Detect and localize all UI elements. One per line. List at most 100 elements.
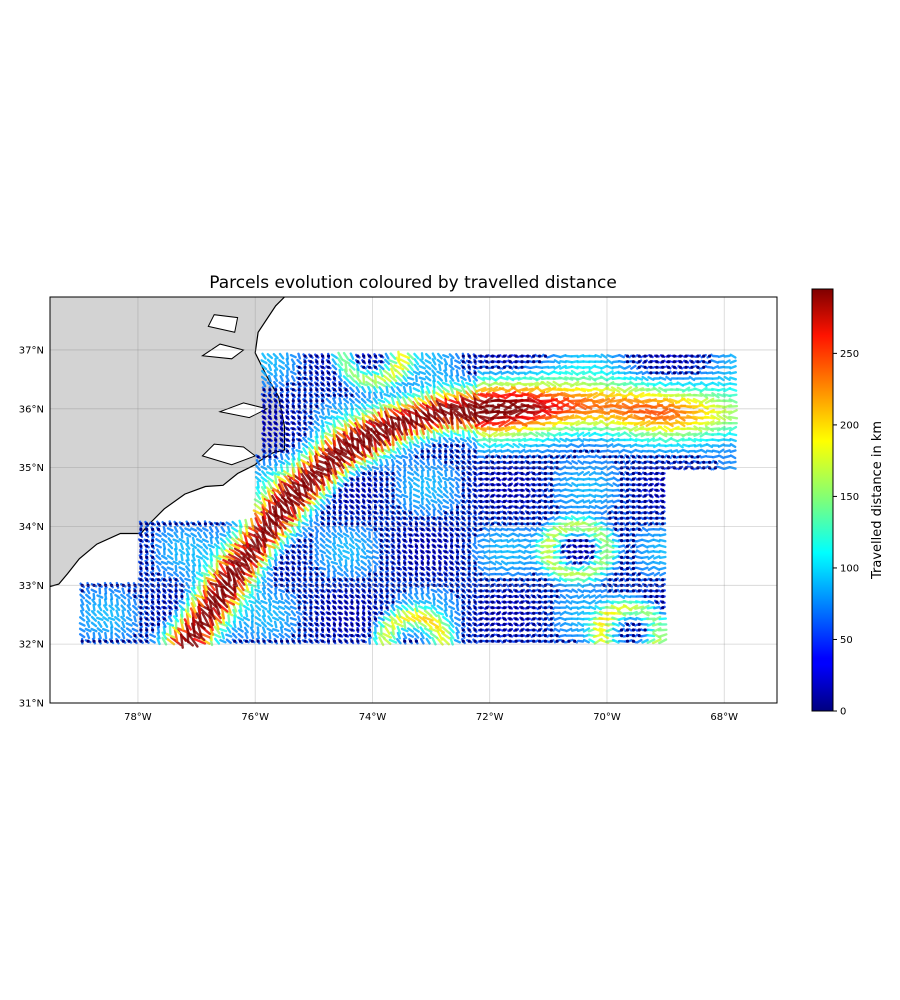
parcel-track bbox=[344, 536, 348, 545]
parcel-dot bbox=[362, 594, 366, 599]
parcel-dot bbox=[133, 583, 137, 587]
parcel-track bbox=[279, 542, 284, 551]
parcel-track bbox=[442, 493, 449, 499]
parcel-dot bbox=[502, 600, 506, 604]
parcel-track bbox=[261, 615, 267, 623]
parcel-track bbox=[428, 620, 440, 629]
parcel-track bbox=[92, 592, 96, 601]
parcel-dot bbox=[625, 488, 630, 492]
parcel-track bbox=[254, 470, 262, 477]
parcel-track bbox=[634, 600, 644, 605]
parcel-dot bbox=[385, 539, 389, 543]
parcel-dot bbox=[297, 583, 301, 587]
parcel-dot bbox=[549, 460, 553, 464]
parcel-track bbox=[716, 426, 726, 432]
parcel-track bbox=[167, 537, 173, 544]
parcel-dot bbox=[520, 511, 524, 515]
parcel-track bbox=[588, 510, 596, 515]
parcel-dot bbox=[467, 499, 471, 504]
parcel-track bbox=[343, 542, 350, 550]
parcel-track bbox=[315, 483, 319, 497]
parcel-dot bbox=[373, 606, 377, 610]
parcel-track bbox=[268, 603, 272, 612]
parcel-dot bbox=[432, 522, 436, 526]
parcel-track bbox=[313, 521, 320, 527]
parcel-track bbox=[448, 465, 455, 471]
parcel-dot bbox=[467, 460, 471, 464]
parcel-dot bbox=[326, 622, 331, 627]
parcel-dot bbox=[203, 522, 207, 526]
parcel-track bbox=[261, 576, 267, 583]
parcel-track bbox=[571, 588, 579, 594]
parcel-track bbox=[436, 604, 444, 611]
parcel-dot bbox=[461, 455, 465, 459]
parcel-track bbox=[500, 443, 509, 449]
parcel-dot bbox=[555, 505, 559, 509]
parcel-track bbox=[676, 449, 684, 454]
parcel-dot bbox=[661, 600, 665, 604]
parcel-track bbox=[183, 608, 192, 618]
parcel-dot bbox=[145, 634, 149, 638]
parcel-dot bbox=[485, 488, 489, 492]
parcel-dot bbox=[362, 516, 366, 520]
parcel-track bbox=[606, 437, 614, 443]
parcel-dot bbox=[385, 544, 389, 548]
parcel-dot bbox=[620, 634, 624, 638]
parcel-track bbox=[571, 498, 579, 505]
parcel-track bbox=[417, 621, 427, 628]
parcel-track bbox=[722, 414, 732, 421]
parcel-track bbox=[367, 565, 372, 572]
land-mass bbox=[50, 297, 285, 587]
parcel-dot bbox=[379, 516, 383, 520]
parcel-track bbox=[576, 600, 585, 604]
parcel-dot bbox=[473, 566, 477, 571]
parcel-dot bbox=[526, 455, 530, 459]
parcel-dot bbox=[696, 460, 700, 464]
parcel-dot bbox=[678, 460, 682, 464]
parcel-track bbox=[357, 428, 370, 441]
parcel-dot bbox=[285, 416, 289, 420]
parcel-track bbox=[430, 437, 438, 443]
parcel-track bbox=[314, 559, 320, 567]
parcel-track bbox=[214, 537, 220, 545]
parcel-track bbox=[582, 483, 591, 487]
parcel-dot bbox=[549, 494, 553, 498]
parcel-track bbox=[368, 419, 383, 428]
parcel-track bbox=[600, 488, 608, 493]
parcel-track bbox=[458, 425, 469, 432]
parcel-dot bbox=[526, 483, 530, 487]
parcel-track bbox=[353, 427, 363, 442]
parcel-dot bbox=[661, 516, 665, 520]
parcel-dot bbox=[309, 634, 313, 638]
parcel-track bbox=[653, 538, 661, 543]
parcel-dot bbox=[508, 522, 512, 526]
parcel-dot bbox=[338, 505, 342, 509]
parcel-track bbox=[565, 482, 573, 487]
parcel-track bbox=[477, 543, 485, 549]
parcel-dot bbox=[426, 561, 430, 565]
parcel-track bbox=[326, 479, 331, 491]
parcel-dot bbox=[274, 421, 278, 425]
parcel-track bbox=[395, 493, 403, 499]
parcel-dot bbox=[145, 606, 149, 610]
parcel-dot bbox=[543, 516, 548, 520]
parcel-track bbox=[552, 537, 562, 544]
parcel-dot bbox=[661, 606, 665, 610]
parcel-dot bbox=[156, 594, 161, 599]
parcel-dot bbox=[502, 594, 506, 599]
parcel-track bbox=[90, 621, 98, 628]
parcel-track bbox=[466, 436, 473, 444]
parcel-dot bbox=[326, 617, 331, 621]
parcel-dot bbox=[643, 511, 647, 515]
parcel-dot bbox=[344, 606, 348, 610]
parcel-track bbox=[162, 626, 167, 635]
parcel-track bbox=[512, 538, 520, 543]
parcel-dot bbox=[655, 578, 659, 582]
parcel-dot bbox=[414, 533, 418, 537]
parcel-dot bbox=[473, 611, 477, 615]
parcel-dot bbox=[356, 499, 360, 504]
parcel-track bbox=[213, 600, 221, 615]
parcel-dot bbox=[461, 477, 465, 481]
parcel-dot bbox=[455, 544, 460, 548]
parcel-dot bbox=[467, 583, 471, 587]
